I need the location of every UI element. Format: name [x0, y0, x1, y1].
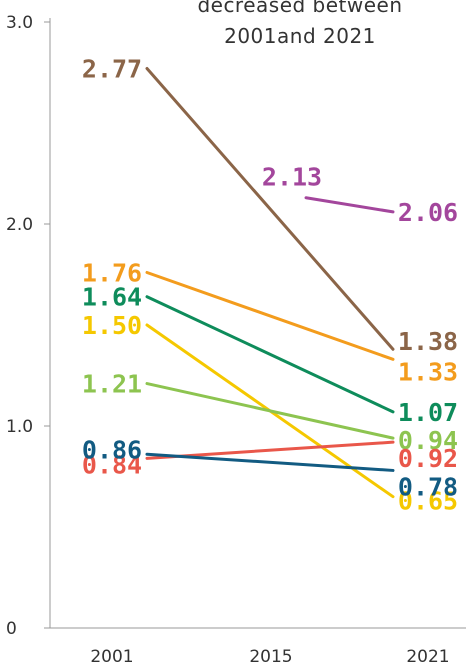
- data-label: 2.77: [82, 54, 142, 83]
- series-line: [145, 295, 395, 414]
- series-line: [145, 66, 395, 351]
- axes: [49, 18, 466, 629]
- data-label: 0.92: [398, 444, 458, 473]
- y-tick-label: 2.0: [6, 215, 33, 235]
- title-line-2: 2001and 2021: [224, 24, 376, 48]
- x-tick-label: 2001: [90, 647, 133, 667]
- data-labels: 2.77 1.38 2.13 2.06 1.76 1.33 1.64 1.07 1.50 0.65…: [82, 54, 458, 515]
- data-label: 1.21: [82, 370, 142, 399]
- y-tick-label: 1.0: [6, 417, 33, 437]
- data-label: 0.86: [82, 435, 142, 464]
- data-label: 2.06: [398, 198, 458, 227]
- series-line: [304, 196, 395, 214]
- series-line: [145, 270, 395, 361]
- series-line: [145, 452, 395, 472]
- y-tick-labels: 0 1.0 2.0 3.0: [6, 13, 50, 639]
- data-label: 0.78: [398, 472, 458, 501]
- y-tick-label: 0: [6, 619, 17, 639]
- data-label: 0.94: [398, 426, 458, 455]
- data-label: 0.84: [82, 450, 142, 479]
- data-label: 1.76: [82, 258, 142, 287]
- data-label: 1.33: [398, 357, 458, 386]
- x-tick-label: 2015: [249, 647, 292, 667]
- x-tick-label: 2021: [406, 647, 449, 667]
- data-label: 1.07: [398, 398, 458, 427]
- data-label: 0.65: [398, 487, 458, 516]
- x-tick-labels: 2001 2015 2021: [90, 647, 449, 667]
- series-lines: [145, 66, 395, 499]
- data-label: 2.13: [262, 163, 322, 192]
- title-line-1: decreased between: [197, 0, 402, 17]
- data-label: 1.38: [398, 327, 458, 356]
- series-line: [145, 382, 395, 440]
- data-label: 1.64: [82, 283, 142, 312]
- chart-title: decreased between 2001and 2021: [197, 0, 402, 48]
- y-tick-label: 3.0: [6, 13, 33, 33]
- data-label: 1.50: [82, 311, 142, 340]
